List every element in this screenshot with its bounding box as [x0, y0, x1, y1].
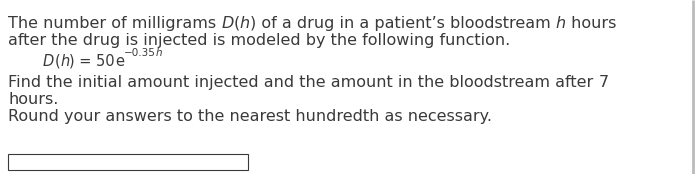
Text: (: ( — [55, 54, 60, 69]
Text: h: h — [60, 54, 69, 69]
Text: (: ( — [234, 16, 240, 31]
Bar — [8, 154, 248, 170]
Text: D: D — [221, 16, 234, 31]
Text: Find the initial amount injected and the amount in the bloodstream after: Find the initial amount injected and the… — [8, 75, 598, 90]
Text: −0.35: −0.35 — [124, 48, 155, 58]
Text: hours: hours — [566, 16, 617, 31]
Text: 7: 7 — [598, 75, 608, 90]
Text: h: h — [155, 48, 162, 58]
Text: h: h — [556, 16, 566, 31]
Text: ) = 50: ) = 50 — [69, 54, 115, 69]
Text: after the drug is injected is modeled by the following function.: after the drug is injected is modeled by… — [8, 33, 510, 48]
Text: D: D — [43, 54, 55, 69]
Text: e: e — [115, 54, 124, 69]
Text: Round your answers to the nearest hundredth as necessary.: Round your answers to the nearest hundre… — [8, 109, 492, 124]
Text: hours.: hours. — [8, 92, 58, 107]
Text: h: h — [240, 16, 250, 31]
Text: ) of a drug in a patient’s bloodstream: ) of a drug in a patient’s bloodstream — [250, 16, 556, 31]
Text: The number of milligrams: The number of milligrams — [8, 16, 221, 31]
